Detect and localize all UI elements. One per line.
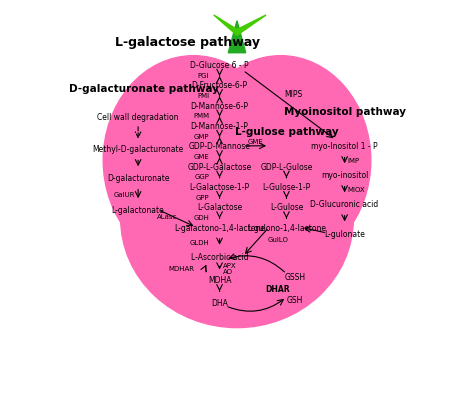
Text: GulLO: GulLO [267, 236, 288, 242]
Text: APX: APX [222, 263, 236, 268]
Text: L-galactose pathway: L-galactose pathway [115, 36, 260, 49]
Text: L-Gulose: L-Gulose [270, 203, 303, 212]
Text: myo-inositol: myo-inositol [321, 171, 368, 180]
Text: MIOX: MIOX [347, 187, 365, 193]
Text: L-Ascorbic acid: L-Ascorbic acid [191, 252, 248, 261]
Polygon shape [228, 22, 246, 54]
Text: D-galacturonate: D-galacturonate [107, 174, 169, 183]
Text: Cell wall degradation: Cell wall degradation [97, 113, 179, 122]
Text: L-galactono-1,4-lactone: L-galactono-1,4-lactone [174, 223, 265, 232]
Text: D-galacturonate pathway: D-galacturonate pathway [69, 83, 219, 93]
Text: MDHAR: MDHAR [169, 265, 195, 271]
Polygon shape [214, 16, 237, 36]
Text: GPP: GPP [196, 194, 210, 200]
Text: myo-Inositol 1 - P: myo-Inositol 1 - P [311, 142, 378, 151]
Text: L-gulono-1,4-lactone: L-gulono-1,4-lactone [247, 223, 326, 232]
Text: GDH: GDH [193, 215, 210, 220]
Text: D-Mannose-1-P: D-Mannose-1-P [191, 121, 248, 130]
Text: GMP: GMP [194, 133, 210, 139]
Text: L-Galactose: L-Galactose [197, 203, 242, 212]
Text: D-Glucose 6 - P: D-Glucose 6 - P [190, 61, 249, 70]
Text: PMI: PMI [197, 93, 210, 99]
Text: GDP-L-Galactose: GDP-L-Galactose [187, 162, 252, 171]
Text: AO: AO [222, 268, 232, 274]
Text: D-Fructose-6-P: D-Fructose-6-P [191, 81, 247, 90]
Text: Methyl-D-galacturonate: Methyl-D-galacturonate [92, 145, 184, 154]
Text: PGI: PGI [198, 72, 210, 79]
Text: L-galactonate: L-galactonate [112, 206, 164, 215]
Text: GSSH: GSSH [284, 272, 306, 281]
Text: DHA: DHA [211, 299, 228, 308]
Polygon shape [237, 16, 266, 36]
Ellipse shape [103, 56, 283, 265]
Ellipse shape [121, 110, 353, 328]
Text: MDHA: MDHA [208, 275, 231, 284]
Text: L-Gulose-1-P: L-Gulose-1-P [262, 182, 310, 191]
Text: L-gulose pathway: L-gulose pathway [235, 127, 338, 137]
Text: D-Mannose-6-P: D-Mannose-6-P [191, 101, 248, 110]
Text: Myoinositol pathway: Myoinositol pathway [283, 107, 406, 117]
Text: GSH: GSH [287, 296, 303, 305]
Text: GGP: GGP [194, 174, 210, 180]
Text: GME: GME [248, 138, 264, 144]
Text: GalUR: GalUR [114, 191, 135, 197]
Text: PMM: PMM [193, 113, 210, 119]
Text: IMP: IMP [347, 158, 360, 164]
Text: GME: GME [193, 154, 210, 160]
Text: GDP-L-Gulose: GDP-L-Gulose [260, 162, 313, 171]
Text: DHAR: DHAR [265, 284, 290, 293]
Text: D-Glucuronic acid: D-Glucuronic acid [310, 200, 379, 209]
Text: GDP-D-Mannose: GDP-D-Mannose [189, 142, 251, 151]
Text: GLDH: GLDH [190, 239, 210, 245]
Text: ALasc: ALasc [157, 213, 177, 219]
Text: MIPS: MIPS [284, 90, 303, 99]
Ellipse shape [191, 56, 371, 265]
Text: L-Galactose-1-P: L-Galactose-1-P [190, 182, 250, 191]
Text: L-gulonate: L-gulonate [324, 229, 365, 238]
